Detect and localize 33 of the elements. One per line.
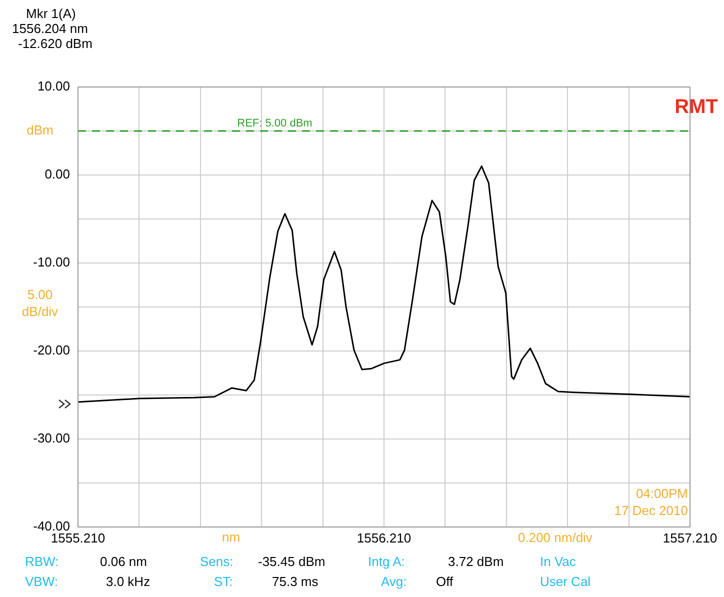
text: 75.3 ms xyxy=(272,574,318,589)
x-tick-label: 1556.210 xyxy=(356,530,412,546)
x-tick-label: 1557.210 xyxy=(662,530,718,546)
y-tick-label: -30.00 xyxy=(33,430,70,446)
annotation: 04:00PM xyxy=(636,486,688,501)
text: Sens: xyxy=(200,554,234,569)
text: VBW: xyxy=(25,574,58,589)
text: 1556.204 nm xyxy=(12,21,88,36)
text: -35.45 dBm xyxy=(258,554,326,569)
text: dB/div xyxy=(22,304,58,319)
text: 0.06 nm xyxy=(100,554,147,569)
text: 5.00 xyxy=(27,287,53,302)
text: ST: xyxy=(214,574,233,589)
annotation: 17 Dec 2010 xyxy=(614,503,688,518)
y-tick-label: -10.00 xyxy=(33,254,70,270)
text: 3.72 dBm xyxy=(448,554,504,569)
text: -12.620 dBm xyxy=(18,36,92,51)
text: Mkr 1(A) xyxy=(26,6,76,21)
x-axis-title: nm xyxy=(222,530,240,545)
y-axis-title: dBm xyxy=(26,122,54,138)
text: 0.200 nm/div xyxy=(518,530,592,545)
text: Off xyxy=(436,574,454,589)
annotation: RMT xyxy=(674,96,718,119)
ref-line-label: REF: 5.00 dBm xyxy=(237,118,312,130)
text: RBW: xyxy=(25,554,59,569)
y-tick-label: 10.00 xyxy=(37,78,70,94)
text: In Vac xyxy=(540,554,576,569)
text: Intg A: xyxy=(368,554,405,569)
text: User Cal xyxy=(540,574,591,589)
text: Avg: xyxy=(381,574,407,589)
y-tick-label: -20.00 xyxy=(33,342,70,358)
text: 3.0 kHz xyxy=(106,574,150,589)
y-tick-label: 0.00 xyxy=(44,166,70,182)
